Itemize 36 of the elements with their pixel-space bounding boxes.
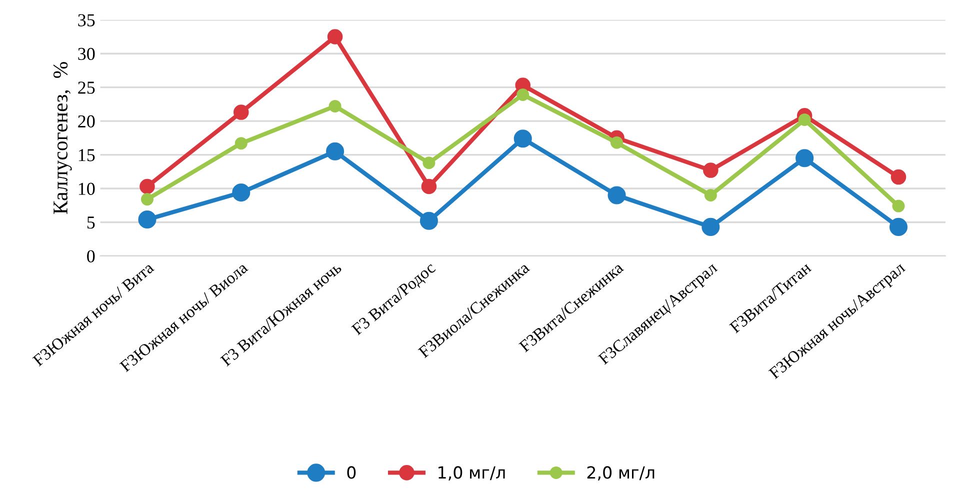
point: [422, 156, 436, 170]
point: [326, 142, 344, 160]
point: [889, 218, 908, 236]
y-tick-label: 10: [78, 182, 95, 195]
point: [892, 200, 905, 212]
y-tick-label: 15: [78, 149, 95, 162]
point: [608, 186, 626, 204]
point: [232, 184, 250, 202]
y-tick-label: 30: [78, 48, 95, 60]
legend-label: 1,0 мг/л: [438, 466, 505, 480]
point: [140, 178, 155, 194]
point: [703, 162, 718, 178]
y-tick-label: 25: [78, 82, 95, 94]
point: [516, 88, 530, 101]
point: [798, 113, 811, 126]
legend-label: 0: [347, 466, 356, 479]
point: [138, 210, 156, 229]
point: [420, 212, 438, 230]
y-axis-title: Каллусогенез, %: [53, 62, 72, 214]
point: [702, 218, 720, 236]
y-tick-label: 5: [87, 216, 95, 229]
point: [234, 104, 249, 120]
point: [890, 169, 906, 185]
point: [140, 193, 154, 206]
point: [514, 130, 532, 148]
legend-label: 2,0 мг/л: [587, 466, 654, 480]
y-tick-label: 35: [78, 14, 95, 26]
y-tick-label: 20: [78, 115, 95, 128]
point: [421, 178, 437, 194]
point: [610, 136, 624, 149]
point: [704, 189, 717, 202]
point: [234, 137, 248, 150]
point: [327, 29, 343, 44]
y-tick-label: 0: [87, 250, 95, 262]
point: [328, 100, 342, 112]
point: [796, 149, 814, 168]
